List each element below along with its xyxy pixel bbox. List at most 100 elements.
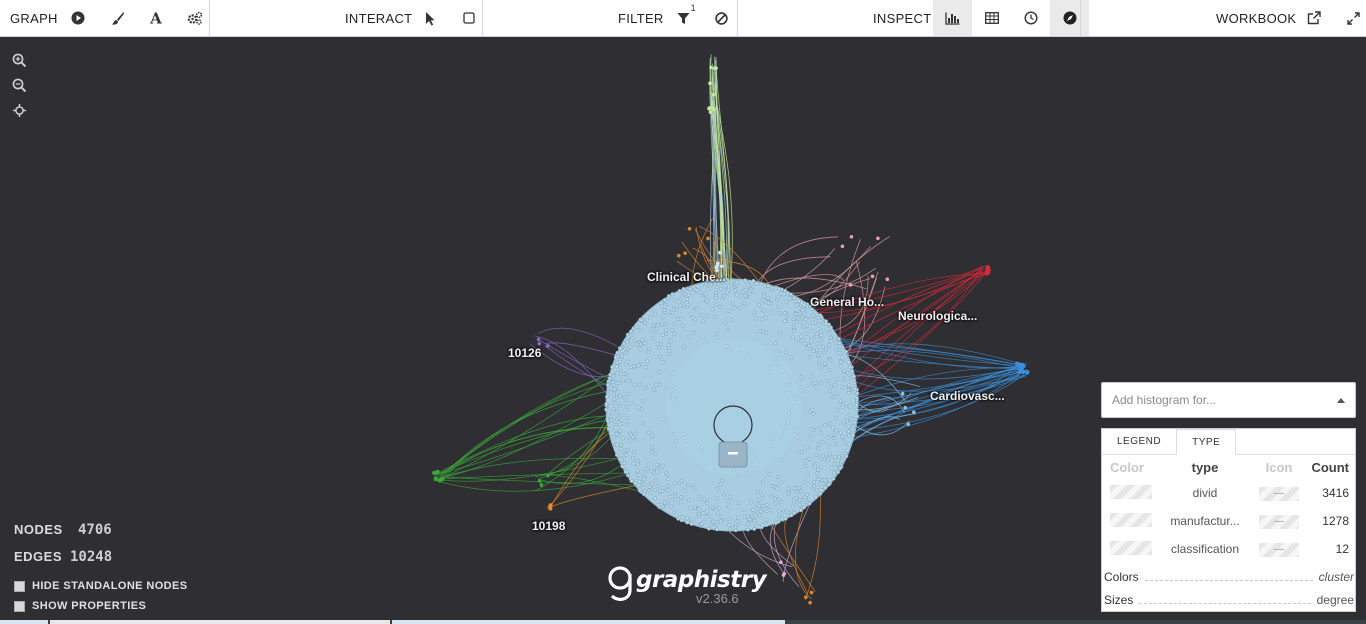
legend-icon[interactable]: —	[1259, 543, 1299, 557]
cluster-node	[744, 471, 749, 475]
cluster-node	[631, 435, 635, 440]
logo-wordmark: graphistry	[636, 567, 767, 593]
cluster-node	[670, 292, 675, 297]
cluster-node	[799, 388, 803, 392]
cluster-node	[828, 335, 833, 340]
cluster-node	[782, 311, 787, 316]
graph-canvas[interactable]: Clinical Che... General Ho... Neurologic…	[0, 37, 1366, 624]
green-cluster-edge	[433, 457, 628, 481]
cluster-label-cardiovascular[interactable]: Cardiovasc...	[930, 389, 1005, 403]
selection-marker[interactable]	[713, 405, 753, 468]
tab-type[interactable]: TYPE	[1176, 429, 1237, 455]
node-label-10126[interactable]: 10126	[508, 346, 542, 360]
legend-row[interactable]: divid — 3416	[1102, 479, 1355, 507]
cluster-node	[817, 323, 821, 328]
cluster-label-clinical[interactable]: Clinical Che...	[647, 270, 726, 284]
font-button[interactable]: A	[137, 0, 176, 36]
cluster-node	[710, 307, 715, 311]
table-button[interactable]	[972, 0, 1011, 36]
cluster-node	[852, 374, 856, 379]
box-select-button[interactable]	[448, 0, 490, 36]
cluster-node	[665, 472, 670, 477]
cluster-node	[766, 283, 771, 288]
color-swatch[interactable]	[1110, 512, 1152, 527]
cluster-node	[854, 407, 859, 412]
cluster-node	[794, 312, 799, 317]
blue-cluster-edge	[827, 335, 1019, 367]
filter-button[interactable]: 1	[664, 0, 704, 36]
cluster-node	[693, 505, 697, 510]
cluster-node	[641, 399, 645, 403]
cluster-node	[677, 288, 682, 293]
cluster-node	[685, 516, 690, 520]
open-workbook-button[interactable]	[1296, 0, 1332, 36]
cluster-node	[838, 364, 843, 369]
play-layout-button[interactable]	[59, 0, 98, 36]
cluster-node	[665, 370, 669, 374]
cluster-node	[799, 334, 804, 339]
brush-button[interactable]	[98, 0, 137, 36]
exclude-button[interactable]	[704, 0, 740, 36]
zoom-controls	[12, 53, 28, 128]
sizes-mapping[interactable]: Sizes degree	[1104, 593, 1354, 607]
cluster-node	[811, 317, 815, 322]
cluster-node	[767, 472, 772, 477]
color-swatch[interactable]	[1110, 540, 1152, 555]
legend-row[interactable]: manufactur... — 1278	[1102, 507, 1355, 535]
cluster-label-neurological[interactable]: Neurologica...	[898, 309, 978, 323]
cluster-node	[805, 473, 810, 478]
legend-count: 1278	[1322, 514, 1349, 528]
node-label-10198[interactable]: 10198	[532, 519, 566, 533]
compass-button[interactable]	[1050, 0, 1090, 36]
legend-icon[interactable]: —	[1259, 515, 1299, 529]
zoom-out-button[interactable]	[12, 78, 28, 94]
cluster-node	[674, 439, 678, 443]
cluster-node	[696, 507, 701, 512]
top-plume-node	[707, 106, 711, 110]
cluster-node	[661, 417, 665, 421]
cluster-node	[636, 468, 640, 473]
legend-row[interactable]: classification — 12	[1102, 535, 1355, 563]
cluster-node	[831, 436, 836, 441]
top-plume-edge	[711, 68, 716, 290]
cluster-label-general[interactable]: General Ho...	[810, 295, 885, 309]
add-histogram-select[interactable]: Add histogram for...	[1101, 382, 1356, 418]
cluster-node	[635, 325, 640, 330]
cluster-node	[767, 508, 772, 513]
cluster-node	[664, 327, 669, 332]
cluster-node	[611, 407, 616, 412]
cluster-node	[814, 453, 819, 457]
colors-mapping[interactable]: Colors cluster	[1104, 570, 1354, 584]
histogram-button[interactable]	[933, 0, 973, 36]
fullscreen-button[interactable]	[1332, 0, 1366, 36]
settings-button[interactable]	[176, 0, 215, 36]
pointer-button[interactable]	[412, 0, 448, 36]
show-properties-option[interactable]: SHOW PROPERTIES	[14, 596, 187, 616]
cluster-node	[827, 367, 832, 372]
center-view-button[interactable]	[12, 103, 28, 119]
cluster-node	[831, 425, 835, 430]
cluster-node	[685, 520, 690, 525]
graph-visualization[interactable]	[0, 37, 1366, 624]
top-plume-node	[711, 92, 716, 97]
cluster-node	[803, 341, 808, 346]
cluster-node	[790, 504, 795, 509]
main-cluster[interactable]	[604, 277, 860, 533]
cluster-node	[604, 407, 608, 412]
cluster-node	[781, 352, 785, 356]
hide-standalone-checkbox[interactable]	[14, 580, 25, 592]
fullscreen-icon	[1347, 11, 1360, 25]
zoom-in-button[interactable]	[12, 53, 28, 69]
cluster-node	[805, 492, 809, 497]
cluster-node	[799, 450, 804, 454]
tab-legend[interactable]: LEGEND	[1117, 436, 1162, 447]
nodes-count: 4706	[78, 522, 112, 538]
cluster-node	[625, 405, 630, 409]
show-properties-checkbox[interactable]	[14, 600, 25, 612]
color-swatch[interactable]	[1110, 484, 1152, 499]
timebar-button[interactable]	[1011, 0, 1050, 36]
legend-icon[interactable]: —	[1259, 487, 1299, 501]
pointer-icon	[426, 11, 435, 25]
cluster-node	[643, 320, 648, 325]
hide-standalone-option[interactable]: HIDE STANDALONE NODES	[14, 576, 187, 596]
